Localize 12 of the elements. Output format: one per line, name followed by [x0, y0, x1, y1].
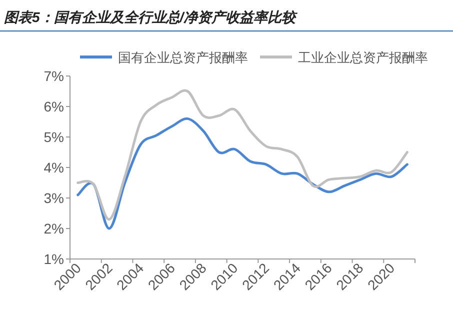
y-tick-label: 4%	[44, 160, 64, 176]
y-tick-label: 6%	[44, 98, 64, 114]
y-tick-label: 7%	[44, 68, 64, 84]
legend-label: 国有企业总资产报酬率	[118, 50, 248, 65]
y-tick-label: 5%	[44, 129, 64, 145]
y-tick-label: 3%	[44, 190, 64, 206]
y-tick-label: 2%	[44, 220, 64, 236]
y-tick-label: 1%	[44, 251, 64, 267]
line-series	[76, 90, 408, 221]
line-series	[76, 117, 408, 230]
chart-title: 图表5：国有企业及全行业总/净资产收益率比较	[4, 9, 299, 25]
legend-label: 工业企业总资产报酬率	[298, 50, 428, 65]
